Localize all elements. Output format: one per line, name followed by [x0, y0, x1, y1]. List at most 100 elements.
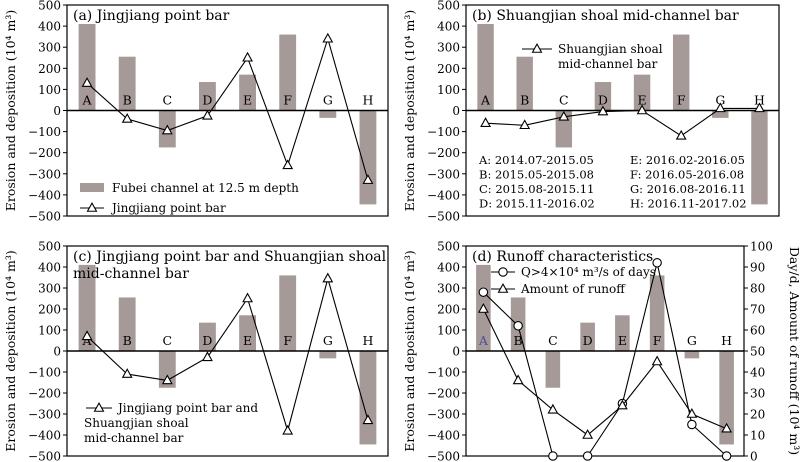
bar-B: [118, 297, 136, 351]
y-tick-label: 400: [38, 20, 61, 34]
y2-tick-label: 20: [750, 408, 765, 422]
point-H: [362, 174, 374, 184]
y-tick-label: −300: [427, 167, 460, 181]
y-tick-label: 200: [437, 303, 460, 317]
series-line: [86, 36, 369, 181]
chart-panel-c: 500 400 300 200 100 0 −100 −200 −300 −400 −500 Eros…: [3, 240, 389, 462]
category-label-F: F: [677, 93, 686, 108]
point-E: [242, 51, 253, 62]
chart-title: (c) Jingjiang point bar and Shuangjian s…: [73, 249, 387, 265]
y-tick-label: −200: [28, 387, 61, 401]
y-tick-label: 500: [38, 240, 61, 254]
bar-D: [594, 82, 612, 111]
point-C: [558, 110, 570, 121]
point-D: [582, 451, 593, 461]
category-label-E: E: [638, 93, 647, 108]
category-label-G: G: [323, 93, 333, 108]
point-A: [81, 77, 93, 87]
category-label-B: B: [123, 333, 132, 348]
y-tick-label: 300: [38, 41, 61, 55]
point-E: [616, 399, 628, 410]
category-label-F: F: [653, 333, 662, 348]
point-E: [242, 292, 253, 303]
y-tick-label: −400: [28, 429, 61, 443]
chart-title: (d) Runoff characteristics: [472, 249, 653, 265]
period-note: D: 2015.11-2016.02: [479, 197, 595, 211]
y-tick-label: 100: [38, 324, 61, 338]
y-tick-label: 100: [437, 83, 460, 97]
bar-H: [359, 351, 377, 445]
legend-label: Fubei channel at 12.5 m depth: [112, 181, 299, 195]
point-F: [652, 258, 662, 268]
y-tick-label: 100: [38, 83, 61, 97]
bar-F: [279, 275, 297, 351]
legend-marker: [93, 402, 105, 412]
y-axis-label: Erosion and deposition (10⁴ m³): [402, 10, 417, 211]
legend-label: Shuangjian shoal: [84, 416, 189, 430]
y-tick-label: −200: [427, 387, 460, 401]
category-label-G: G: [715, 93, 725, 108]
legend-label: mid-channel bar: [84, 431, 184, 445]
bar-H: [751, 110, 768, 205]
chart-title: mid-channel bar: [73, 266, 189, 282]
chart-panel-a: 500 400 300 200 100 0 −100 −200 −300 −400 −500 Eros…: [3, 0, 389, 224]
y-tick-label: −500: [427, 210, 460, 224]
series-line: [485, 107, 760, 137]
category-label-D: D: [598, 93, 608, 108]
y-tick-label: 400: [38, 261, 61, 275]
period-notes: A: 2014.07-2015.05 E: 2016.02-2016.05 B: 2…: [478, 153, 747, 211]
y-tick-label: 400: [437, 20, 460, 34]
category-label-D: D: [202, 93, 212, 108]
point-F: [675, 129, 687, 140]
legend-marker: [498, 267, 508, 277]
legend-label: Jingjiang point bar: [110, 201, 226, 215]
bar-B: [516, 56, 533, 111]
period-note: F: 2016.05-2016.08: [630, 168, 744, 182]
point-A: [81, 330, 93, 341]
y-tick-label: 200: [437, 62, 460, 76]
bar-E: [633, 74, 651, 111]
y-tick-label: −100: [28, 125, 61, 139]
y2-tick-label: 60: [750, 324, 765, 338]
point-D: [202, 351, 213, 362]
point-G: [687, 419, 697, 430]
point-B: [512, 374, 524, 385]
category-label-C: C: [548, 333, 558, 348]
legend-label: Q>4×10⁴ m³/s of days: [521, 265, 656, 279]
y2-tick-label: 10: [750, 429, 765, 443]
point-A: [477, 303, 489, 313]
y-tick-label: −500: [427, 450, 460, 462]
bar-F: [279, 34, 297, 111]
bar-H: [719, 351, 734, 445]
category-label-B: B: [520, 93, 529, 108]
legend-marker: [86, 202, 98, 212]
point-C: [548, 451, 558, 461]
point-C: [547, 403, 559, 414]
y-tick-label: −500: [28, 210, 61, 224]
y2-tick-label: 80: [750, 282, 765, 296]
category-label-C: C: [163, 93, 173, 108]
category-label-F: F: [283, 93, 292, 108]
category-label-B: B: [514, 333, 523, 348]
legend-label: Jingjiang point bar and: [116, 401, 258, 415]
y2-tick-label: 40: [750, 366, 765, 380]
bar-G: [712, 110, 729, 118]
y-tick-label: −300: [28, 167, 61, 181]
point-A: [480, 117, 491, 127]
point-D: [597, 105, 609, 116]
point-B: [519, 119, 531, 130]
y2-tick-label: 50: [750, 345, 765, 359]
bar-D: [199, 82, 216, 111]
y2-tick-label: 100: [750, 240, 773, 254]
category-label-E: E: [243, 333, 252, 348]
category-label-F: F: [283, 333, 292, 348]
category-label-G: G: [323, 333, 333, 348]
y-tick-label: −100: [427, 125, 460, 139]
bar-A: [78, 264, 96, 351]
y-tick-label: −300: [427, 408, 460, 422]
series-line: [482, 308, 727, 436]
point-G: [322, 272, 334, 283]
point-H: [362, 414, 374, 425]
point-B: [121, 112, 133, 123]
